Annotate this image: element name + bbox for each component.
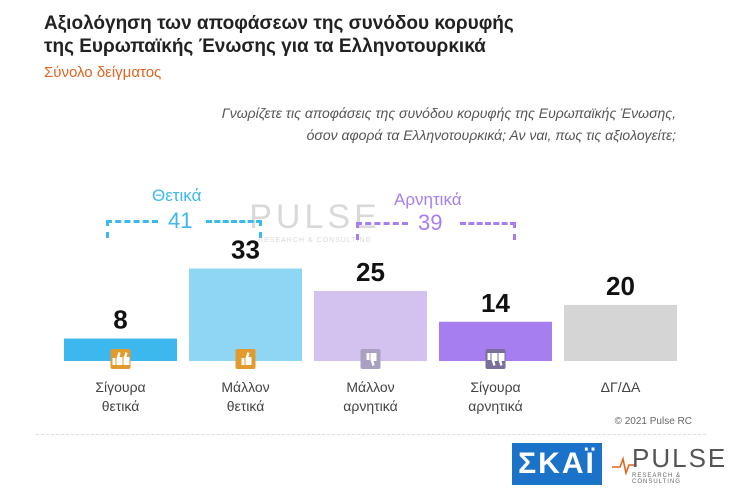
positive-bracket-left [106,220,158,238]
question-line-2: όσον αφορά τα Ελληνοτουρκικά; Αν ναι, πω… [306,127,676,143]
double-thumbs-up-icon [110,349,131,369]
thumbs-down-icon [360,349,381,369]
pulse-heartbeat-icon [612,456,636,475]
copyright-text: © 2021 Pulse RC [614,416,692,427]
pulse-watermark: PULSE RESEARCH & CONSULTING [230,198,400,244]
bar-rather-positive [189,268,302,361]
category-label-surely-negative-1: Σίγουρα [470,379,520,395]
value-label-dk-na: 20 [606,271,635,301]
title-line-2: της Ευρωπαϊκής Ένωσης για τα Ελληνοτουρκ… [44,36,486,57]
chart-title: Αξιολόγηση των αποφάσεων της συνόδου κορ… [44,12,514,58]
category-label-surely-positive-2: θετικά [102,398,140,414]
thumbs-up-icon [235,349,256,369]
question-line-1: Γνωρίζετε τις αποφάσεις της συνόδου κορυ… [221,105,676,121]
pulse-logo: PULSE RESEARCH & CONSULTING [612,441,725,487]
category-label-rather-positive-1: Μάλλον [221,379,269,395]
survey-question: Γνωρίζετε τις αποφάσεις της συνόδου κορυ… [116,102,676,146]
category-label-dk-na-1: ΔΓ/ΔΑ [601,379,641,395]
title-line-1: Αξιολόγηση των αποφάσεων της συνόδου κορ… [44,13,514,34]
watermark-subtext: RESEARCH & CONSULTING [258,237,372,244]
watermark-text: PULSE [249,198,381,236]
category-label-rather-negative-2: αρνητικά [343,398,397,414]
value-label-surely-positive: 8 [113,305,127,335]
double-thumbs-down-icon [485,349,506,369]
bar-dk-na [564,304,677,361]
value-label-rather-positive: 33 [231,235,260,265]
negative-group-value: 39 [418,210,443,235]
value-label-rather-negative: 25 [356,257,385,287]
skai-logo: ΣΚΑΪ [512,443,602,485]
positive-group-label: Θετικά [152,186,202,205]
value-label-surely-negative: 14 [481,288,510,318]
footer-divider [36,434,706,435]
pulse-logo-subtext: RESEARCH & CONSULTING [632,473,682,485]
category-label-surely-positive-1: Σίγουρα [95,379,145,395]
category-label-rather-positive-2: θετικά [227,398,265,414]
positive-bracket-right [206,220,262,238]
negative-bracket-right [460,222,516,240]
negative-bracket-left [356,222,408,240]
pulse-logo-text: PULSE [632,443,728,473]
positive-group-value: 41 [168,208,193,233]
category-label-surely-negative-2: αρνητικά [468,398,522,414]
bar-chart: 8 Σίγουρα θετικά 33 Μάλλον θετικά 25 Μάλλον αρνη… [64,235,677,414]
negative-group-label: Αρνητικά [394,190,462,209]
category-label-rather-negative-1: Μάλλον [346,379,394,395]
chart-subtitle: Σύνολο δείγματος [44,64,162,81]
